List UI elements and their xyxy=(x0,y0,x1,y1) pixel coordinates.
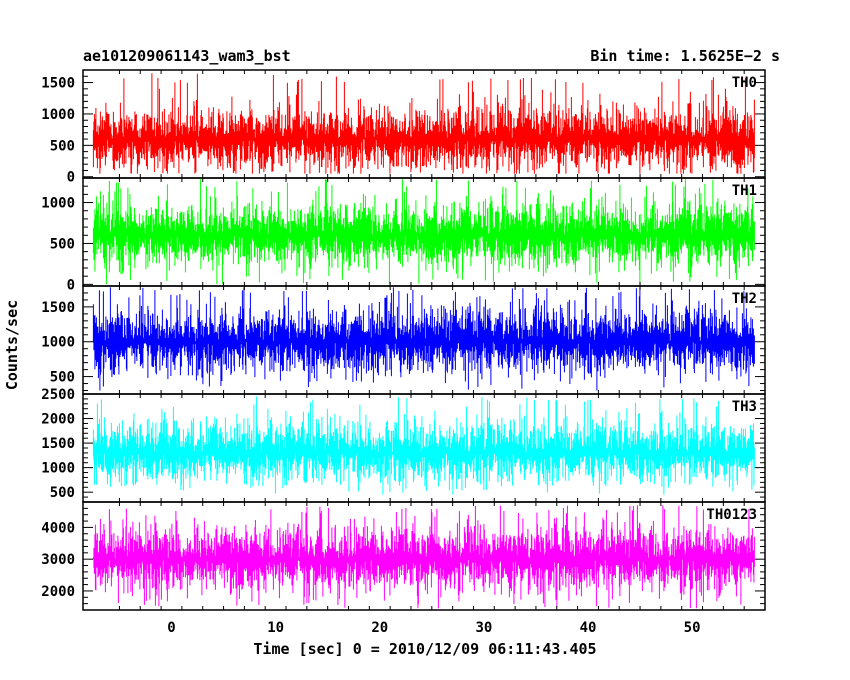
panel-label-th0123: TH0123 xyxy=(706,507,757,523)
panel-th3: 500 1000 1500 2000 2500 TH3 xyxy=(41,387,766,503)
y-tick-label: 2000 xyxy=(41,412,75,428)
y-tick-label: 500 xyxy=(50,370,75,386)
x-axis-title: Time [sec] 0 = 2010/12/09 06:11:43.405 xyxy=(253,640,596,658)
panel-label-th0: TH0 xyxy=(732,75,757,91)
plot-title: ae101209061143_wam3_bst xyxy=(83,47,291,65)
y-tick-label: 1500 xyxy=(41,436,75,452)
x-axis: 0 10 20 30 40 50 xyxy=(167,620,700,636)
series-th1-trace xyxy=(92,178,755,285)
y-tick-label: 1000 xyxy=(41,107,75,123)
y-axis-title: Counts/sec xyxy=(3,300,21,390)
panel-th2: 500 1000 1500 TH2 xyxy=(41,285,766,395)
y-tick-label: 500 xyxy=(50,485,75,501)
x-tick-label: 30 xyxy=(475,620,492,636)
panel-label-th3: TH3 xyxy=(732,399,757,415)
y-tick-label: 1000 xyxy=(41,196,75,212)
y-tick-label: 0 xyxy=(67,277,75,293)
y-tick-label: 2000 xyxy=(41,584,75,600)
panels-group: 0 500 1000 1500 TH0 0 500 1000 TH1 500 1000 1500 TH2… xyxy=(41,69,766,611)
y-tick-label: 1000 xyxy=(41,335,75,351)
bin-time-label: Bin time: 1.5625E−2 s xyxy=(590,47,780,65)
y-tick-label: 4000 xyxy=(41,520,75,536)
x-tick-label: 50 xyxy=(684,620,701,636)
y-tick-label: 500 xyxy=(50,138,75,154)
y-tick-label: 1000 xyxy=(41,461,75,477)
series-th3-trace xyxy=(92,396,755,495)
y-tick-label: 2500 xyxy=(41,387,75,403)
panel-th1: 0 500 1000 TH1 xyxy=(41,177,766,293)
y-tick-label: 0 xyxy=(67,170,75,186)
series-th0123-trace xyxy=(92,505,755,609)
y-tick-label: 3000 xyxy=(41,552,75,568)
series-th2-trace xyxy=(92,287,755,391)
y-tick-label: 1500 xyxy=(41,76,75,92)
x-tick-label: 40 xyxy=(580,620,597,636)
series-th0-trace xyxy=(92,73,755,174)
panel-frame xyxy=(82,501,766,611)
panel-label-th2: TH2 xyxy=(732,291,757,307)
panel-label-th1: TH1 xyxy=(732,183,757,199)
panel-th0: 0 500 1000 1500 TH0 xyxy=(41,69,766,186)
x-tick-label: 0 xyxy=(167,620,175,636)
x-tick-label: 20 xyxy=(371,620,388,636)
panel-th0123: 2000 3000 4000 TH0123 xyxy=(41,501,766,611)
x-tick-label: 10 xyxy=(267,620,284,636)
y-tick-label: 500 xyxy=(50,236,75,252)
y-tick-label: 1500 xyxy=(41,300,75,316)
